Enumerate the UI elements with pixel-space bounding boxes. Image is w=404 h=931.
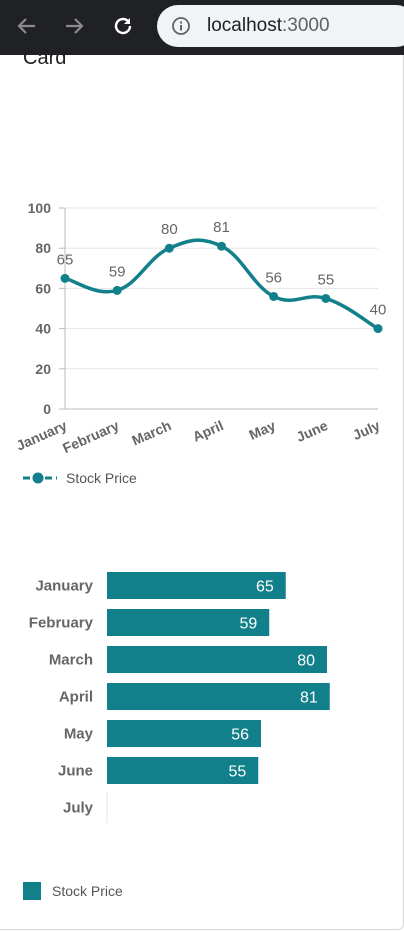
data-label: 40 xyxy=(370,302,387,319)
bar xyxy=(107,646,327,673)
data-label: 81 xyxy=(213,219,230,236)
page-content: Card 0 20 40 60 80 100 January February March Apr… xyxy=(0,55,404,930)
bar-value-label: 55 xyxy=(228,764,246,781)
x-tick-label: June xyxy=(294,417,331,445)
category-label: January xyxy=(35,578,93,595)
y-tick-label: 60 xyxy=(35,280,51,296)
arrow-left-icon xyxy=(17,18,35,34)
bar xyxy=(107,757,259,784)
category-label: March xyxy=(49,652,93,669)
forward-button[interactable] xyxy=(59,11,89,41)
y-tick-label: 80 xyxy=(35,240,51,256)
data-label: 56 xyxy=(265,269,282,286)
category-label: July xyxy=(63,800,94,817)
x-tick-label: February xyxy=(60,417,121,456)
bar xyxy=(107,683,330,710)
bar-chart: January 65 February 59 March 80 April 81 May 56 Ju… xyxy=(29,572,330,823)
bar-value-label: 81 xyxy=(300,690,318,707)
address-bar[interactable]: localhost:3000 xyxy=(157,5,404,47)
line-chart-legend[interactable]: Stock Price xyxy=(23,470,137,486)
url-text[interactable]: localhost:3000 xyxy=(207,15,330,37)
url-host: localhost xyxy=(207,15,282,36)
url-port: :3000 xyxy=(282,15,330,36)
card-title: Card xyxy=(23,55,67,69)
legend-square-icon xyxy=(23,882,41,900)
data-point xyxy=(373,324,383,334)
data-point xyxy=(269,291,279,301)
category-label: May xyxy=(64,726,94,743)
data-label: 80 xyxy=(161,221,178,238)
x-tick-label: April xyxy=(190,417,226,445)
y-tick-label: 100 xyxy=(28,200,52,216)
bar-value-label: 56 xyxy=(231,727,249,744)
data-label: 55 xyxy=(317,271,334,288)
bar xyxy=(107,720,261,747)
legend-line-marker-icon xyxy=(23,472,57,484)
category-label: June xyxy=(58,763,93,780)
bar-value-label: 80 xyxy=(297,653,315,670)
reload-icon xyxy=(114,17,132,35)
data-point xyxy=(217,241,226,251)
y-tick-label: 0 xyxy=(43,401,51,417)
bar-value-label: 65 xyxy=(256,579,274,596)
y-tick-label: 40 xyxy=(35,321,51,337)
x-tick-label: May xyxy=(246,417,278,443)
bar-chart-legend[interactable]: Stock Price xyxy=(23,882,123,900)
browser-toolbar: localhost:3000 xyxy=(0,0,404,55)
data-label: 59 xyxy=(109,263,126,280)
x-tick-label: March xyxy=(129,417,173,448)
data-label: 65 xyxy=(57,251,74,268)
data-point xyxy=(112,285,122,295)
bar-value-label: 59 xyxy=(239,616,257,633)
info-icon[interactable] xyxy=(171,16,191,36)
bar xyxy=(107,609,270,636)
category-label: April xyxy=(59,689,93,706)
data-point xyxy=(321,293,331,303)
arrow-right-icon xyxy=(66,18,84,34)
data-point xyxy=(164,243,174,253)
bar-legend-label: Stock Price xyxy=(52,883,123,899)
data-point xyxy=(60,273,70,283)
back-button[interactable] xyxy=(12,11,42,41)
bar xyxy=(107,572,286,599)
x-tick-label: January xyxy=(14,417,70,454)
x-tick-label: July xyxy=(350,417,382,443)
category-label: February xyxy=(29,615,94,632)
line-legend-label: Stock Price xyxy=(66,470,137,486)
reload-button[interactable] xyxy=(108,11,138,41)
y-tick-label: 20 xyxy=(35,361,51,377)
